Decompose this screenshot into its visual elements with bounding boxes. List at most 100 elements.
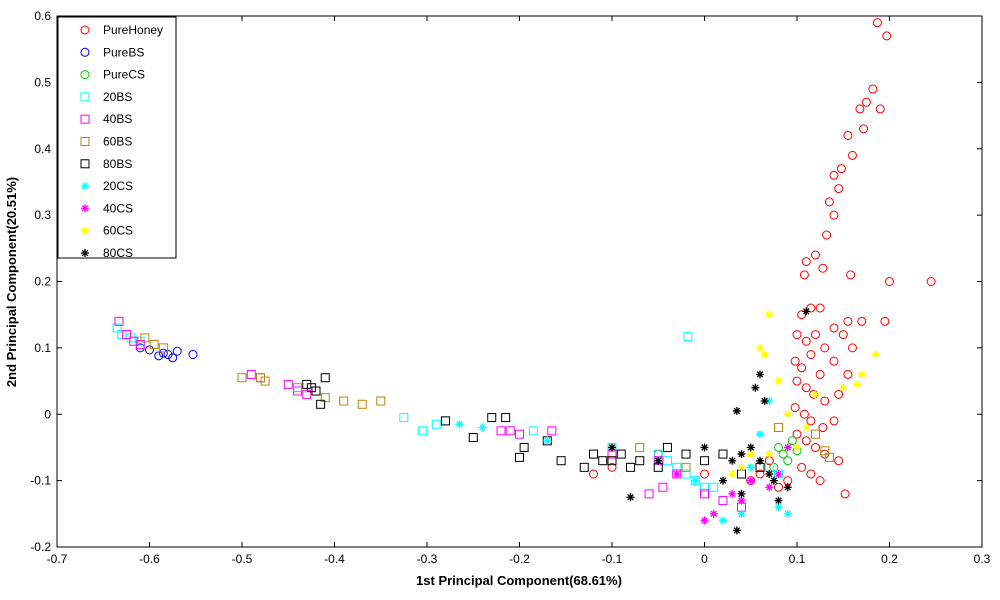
x-tick-label: 0.3 [974,552,991,566]
point-purehoney [799,270,809,280]
point-purecs [769,462,779,472]
point-purehoney [700,469,709,479]
point-80cs [746,443,755,452]
point-80cs [756,370,764,379]
point-purecs [774,442,783,452]
point-80cs [654,456,663,465]
point-purehoney [843,316,853,326]
point-80bs [598,456,608,466]
point-20bs [431,419,441,429]
point-20bs [528,426,538,436]
point-purehoney [885,277,894,286]
legend-marker-20cs [81,182,89,191]
point-purehoney [857,316,867,326]
point-80bs [468,432,478,442]
point-60bs [140,333,150,343]
point-60cs [839,383,848,392]
point-purehoney [848,343,857,353]
point-purehoney [801,257,811,267]
legend-label-40bs: 40BS [103,112,132,126]
point-purebs [188,350,198,360]
point-60bs [256,373,265,383]
point-40bs [283,379,293,389]
x-tick-label: 0.1 [789,552,806,566]
point-80cs [732,406,741,415]
legend-marker-40cs [81,204,89,213]
point-purehoney [806,416,816,426]
point-80cs [756,456,764,465]
point-80bs [302,379,312,389]
point-purehoney [829,323,839,333]
legend-label-60cs: 60CS [103,224,133,238]
point-purehoney [801,436,811,446]
point-20bs [126,333,136,343]
point-purehoney [855,104,865,114]
point-purehoney [861,97,871,107]
point-20cs [478,423,487,432]
point-60cs [871,350,880,359]
point-40cs [737,496,746,505]
y-tick-label: 0.5 [34,75,51,89]
point-40cs [709,509,718,518]
point-80bs [700,456,709,466]
point-purehoney [829,416,839,426]
y-tick-label: 0.3 [34,208,51,222]
x-tick-label: -0.4 [324,552,345,566]
point-20bs [117,330,127,340]
point-20cs [737,509,746,518]
point-80cs [608,443,616,452]
y-tick-label: 0.2 [34,275,51,289]
point-60bs [339,396,349,406]
point-purehoney [811,250,820,260]
point-80bs [589,449,598,459]
point-20cs [719,516,727,525]
point-60bs [260,376,270,386]
point-20cs [774,503,783,512]
point-60bs [820,446,830,456]
point-purehoney [829,170,839,180]
point-purebs [145,345,154,355]
point-40cs [700,516,709,525]
point-purehoney [829,356,839,366]
point-purehoney [843,130,853,140]
point-80cs [765,469,774,478]
point-20cs [756,430,764,439]
y-tick-label: -0.1 [30,474,51,488]
point-20cs [765,396,774,405]
point-purehoney [811,330,820,340]
point-purehoney [799,409,809,419]
point-80bs [607,456,617,466]
x-tick-label: 0 [701,552,708,566]
legend-marker-80cs [81,249,89,257]
point-purehoney [838,330,848,340]
point-60cs [746,450,755,459]
point-purehoney [859,124,869,134]
point-purehoney [811,442,820,452]
point-purebs [158,348,168,358]
point-40cs [774,469,783,478]
point-80cs [728,456,737,465]
point-20bs [700,482,709,492]
point-purehoney [926,277,936,286]
point-purehoney [790,403,800,413]
point-20bs [112,323,122,333]
x-tick-label: -0.1 [602,552,623,566]
point-40bs [718,496,728,506]
point-purehoney [880,316,890,326]
point-40bs [644,489,654,499]
point-40bs [505,426,515,436]
legend-marker-purehoney [80,25,90,35]
point-60cs [783,410,792,419]
point-purehoney [589,469,598,479]
point-60bs [320,393,330,403]
point-60bs [158,343,168,353]
point-80cs [737,450,746,459]
point-20cs [746,463,755,472]
legend-marker-60cs [81,226,89,235]
point-purehoney [843,369,853,379]
point-purehoney [848,150,857,160]
point-20bs [681,469,691,479]
point-purecs [783,456,793,466]
y-axis-label: 2nd Principal Component(20.51%) [4,177,19,387]
legend-marker-purecs [80,70,90,80]
